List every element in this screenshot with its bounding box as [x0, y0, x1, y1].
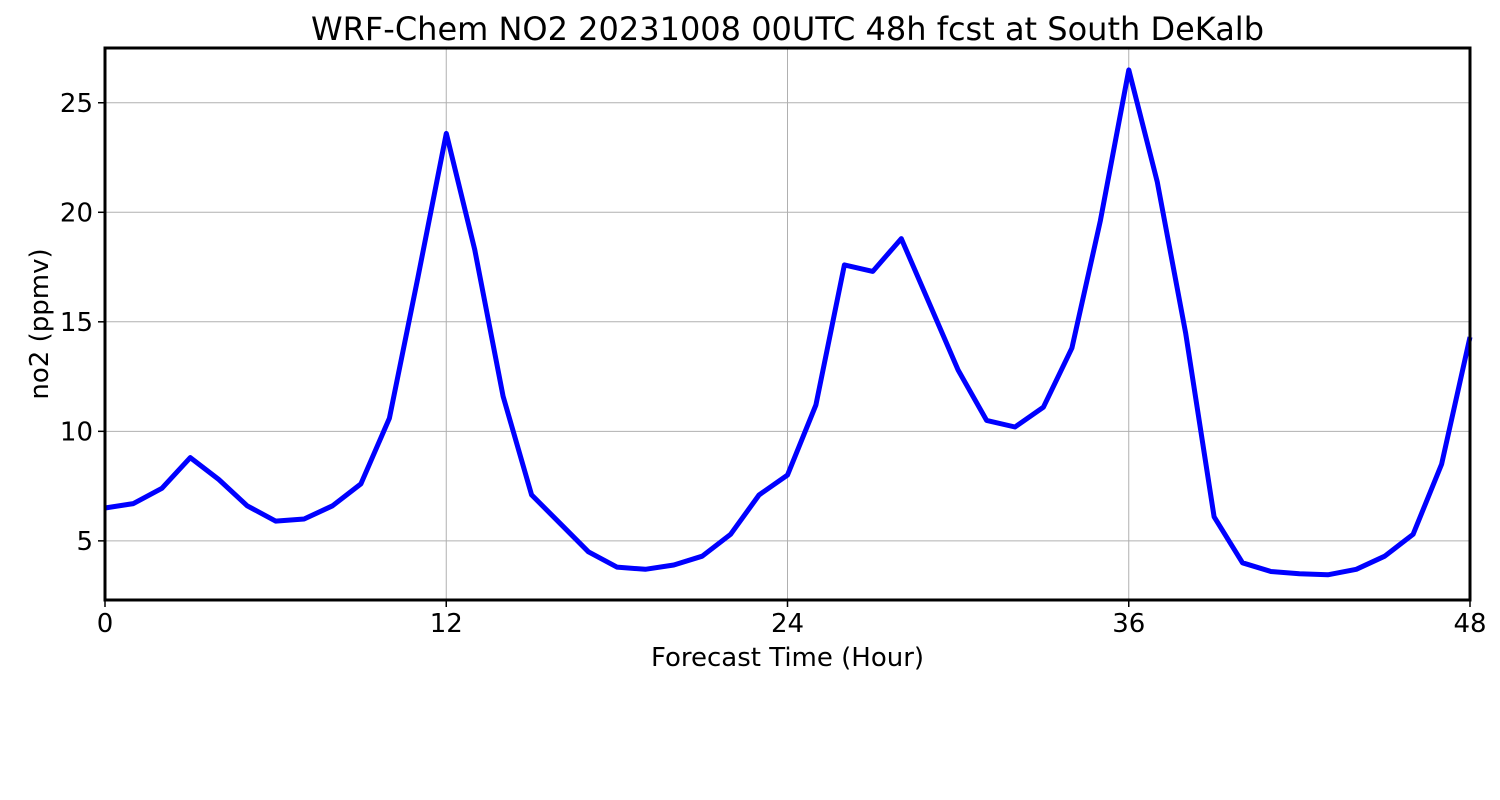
x-tick-label: 12 [430, 609, 463, 639]
no2-series-line [104, 67, 1473, 578]
x-tick-label: 0 [97, 609, 114, 639]
y-tick-label: 15 [60, 308, 93, 338]
x-axis-label: Forecast Time (Hour) [651, 643, 924, 673]
y-tick-label: 25 [60, 89, 93, 119]
y-axis-label: no2 (ppmv) [25, 248, 55, 399]
x-tick-label: 36 [1112, 609, 1145, 639]
y-tick-label: 20 [60, 198, 93, 228]
y-tick-label: 5 [76, 527, 93, 557]
series-lines [104, 67, 1473, 578]
axis-ticks: 0 12 24 36 48 5 10 15 20 25 [60, 89, 1487, 639]
chart-title: WRF-Chem NO2 20231008 00UTC 48h fcst at … [311, 10, 1264, 48]
x-tick-label: 48 [1453, 609, 1486, 639]
y-tick-label: 10 [60, 417, 93, 447]
x-tick-label: 24 [771, 609, 804, 639]
